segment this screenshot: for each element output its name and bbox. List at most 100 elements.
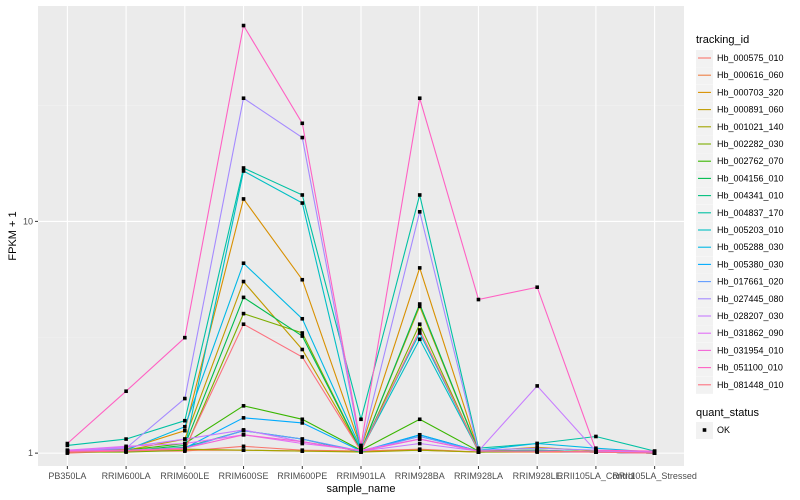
point-Hb_051100_010-RRII105LA_Control bbox=[594, 448, 598, 452]
legend-label: Hb_031954_010 bbox=[717, 345, 784, 355]
point-Hb_081448_010-RRIM928LE bbox=[535, 449, 539, 453]
point-Hb_051100_010-RRIM600SE bbox=[241, 23, 246, 28]
x-tick-label-9: RRII105LA_Control bbox=[557, 471, 635, 481]
point-Hb_004837_170-RRIM600LA bbox=[124, 437, 128, 441]
point-Hb_004837_170-RRIM600LE bbox=[183, 418, 187, 423]
point-Hb_000703_320-RRIM600SE bbox=[241, 197, 246, 201]
point-Hb_031862_090-RRIM600LA bbox=[124, 444, 128, 449]
point-Hb_027445_080-RRIM901LA bbox=[359, 446, 363, 451]
point-Hb_004156_010-RRIM928BA bbox=[417, 302, 422, 306]
point-Hb_028207_030-RRIM928BA bbox=[417, 441, 422, 446]
point-Hb_005288_030-RRII105LA_Control bbox=[594, 446, 598, 451]
point-Hb_081448_010-RRII105LA_Control bbox=[594, 450, 598, 454]
point-Hb_004837_170-RRIM600PE bbox=[300, 193, 305, 197]
point-Hb_002282_030-RRIM600SE bbox=[241, 311, 246, 316]
x-tick-label-8: RRIM928LE bbox=[513, 471, 562, 481]
x-tick-label-0: PB350LA bbox=[48, 471, 86, 481]
legend-label: Hb_004156_010 bbox=[717, 173, 784, 183]
legend-item-Hb_031862_090: Hb_031862_090 bbox=[696, 325, 784, 343]
point-Hb_051100_010-RRIM600PE bbox=[300, 121, 305, 126]
shape-legend-label: OK bbox=[717, 425, 730, 435]
x-tick-label-1: RRIM600LA bbox=[102, 471, 151, 481]
point-Hb_051100_010-RRIM928BA bbox=[417, 96, 422, 101]
legend-item-Hb_001021_140: Hb_001021_140 bbox=[696, 118, 784, 136]
point-Hb_051100_010-PB350LA bbox=[65, 441, 70, 446]
y-axis-title: FPKM + 1 bbox=[7, 211, 19, 260]
point-Hb_005288_030-RRIM928LE bbox=[535, 441, 539, 446]
legend-item-Hb_017661_020: Hb_017661_020 bbox=[696, 273, 784, 291]
point-Hb_005288_030-RRIM600SE bbox=[241, 261, 246, 266]
point-Hb_051100_010-RRIM600LA bbox=[124, 389, 128, 394]
point-Hb_081448_010-RRIM600SE bbox=[241, 322, 246, 327]
legend-item-Hb_028207_030: Hb_028207_030 bbox=[696, 308, 784, 325]
point-Hb_004837_170-RRIM901LA bbox=[359, 417, 363, 422]
legend-item-Hb_002282_030: Hb_002282_030 bbox=[696, 136, 784, 153]
y-tick-label-0: 1 bbox=[28, 448, 33, 458]
legend-item-Hb_005380_030: Hb_005380_030 bbox=[696, 256, 784, 274]
point-Hb_031954_010-RRIM600PE bbox=[300, 439, 305, 444]
legend-item-Hb_002762_070: Hb_002762_070 bbox=[696, 153, 784, 171]
point-Hb_005203_010-RRIM600PE bbox=[300, 201, 305, 205]
legend-item-Hb_051100_010: Hb_051100_010 bbox=[696, 359, 783, 377]
point-Hb_001021_140-RRIM600PE bbox=[300, 449, 305, 453]
legend-label: Hb_000575_010 bbox=[717, 53, 784, 63]
y-tick-label-1: 10 bbox=[23, 216, 33, 226]
point-Hb_028207_030-RRIM928LE bbox=[535, 384, 539, 388]
point-Hb_004837_170-RRIM928LA bbox=[476, 446, 481, 451]
legend-title: tracking_id bbox=[696, 34, 749, 46]
point-Hb_051100_010-RRIM928LE bbox=[535, 285, 539, 290]
point-Hb_004156_010-RRIM600LE bbox=[183, 443, 187, 448]
point-Hb_031862_090-RRIM600LE bbox=[183, 441, 187, 446]
point-Hb_081448_010-RRIM600LE bbox=[183, 447, 187, 451]
point-Hb_001021_140-RRIM600SE bbox=[241, 448, 246, 452]
legend-item-Hb_004341_010: Hb_004341_010 bbox=[696, 187, 784, 205]
point-Hb_005288_030-RRIM600PE bbox=[300, 316, 305, 321]
legend-label: Hb_000891_060 bbox=[717, 105, 784, 115]
point-Hb_017661_020-RRIM600PE bbox=[300, 437, 305, 441]
point-Hb_031954_010-RRIM928BA bbox=[417, 437, 422, 441]
point-Hb_000891_060-RRIM928BA bbox=[417, 304, 422, 309]
point-Hb_000575_010-RRIM600SE bbox=[241, 444, 246, 449]
point-Hb_051100_010-RRIM901LA bbox=[359, 443, 363, 448]
x-tick-label-5: RRIM901LA bbox=[336, 471, 385, 481]
point-Hb_027445_080-RRIM600PE bbox=[300, 135, 305, 140]
legend-label: Hb_002282_030 bbox=[717, 139, 784, 149]
point-Hb_027445_080-RRIM600SE bbox=[241, 96, 246, 101]
point-Hb_081448_010-RRIM901LA bbox=[359, 449, 363, 453]
legend-label: Hb_081448_010 bbox=[717, 380, 784, 390]
point-Hb_017661_020-RRIM928BA bbox=[417, 434, 422, 439]
point-Hb_081448_010-RRIM928LA bbox=[476, 449, 481, 453]
point-Hb_004837_170-RRIM928BA bbox=[417, 193, 422, 197]
point-Hb_005203_010-RRIM600SE bbox=[241, 169, 246, 173]
x-tick-label-7: RRIM928LA bbox=[454, 471, 503, 481]
legend-label: Hb_002762_070 bbox=[717, 156, 784, 166]
point-Hb_081448_010-RRIM600LA bbox=[124, 449, 128, 453]
point-Hb_004837_170-PB350LA bbox=[65, 443, 70, 448]
legend-label: Hb_028207_030 bbox=[717, 311, 784, 321]
x-tick-label-10: RRII105LA_Stressed bbox=[612, 471, 697, 481]
shape-legend-item-OK: OK bbox=[696, 422, 730, 439]
point-Hb_002762_070-RRIM600PE bbox=[300, 417, 305, 422]
point-Hb_005380_030-RRIM600SE bbox=[241, 416, 246, 420]
legend-label: Hb_027445_080 bbox=[717, 294, 784, 304]
point-Hb_005288_030-RRIM928BA bbox=[417, 331, 422, 335]
point-Hb_000703_320-RRIM600PE bbox=[300, 277, 305, 282]
legend-item-Hb_004837_170: Hb_004837_170 bbox=[696, 204, 784, 222]
point-Hb_081448_010-RRIM928BA bbox=[417, 328, 422, 332]
legend-label: Hb_004837_170 bbox=[717, 208, 784, 218]
point-Hb_028207_030-RRIM600LE bbox=[183, 437, 187, 441]
x-tick-label-3: RRIM600SE bbox=[219, 471, 269, 481]
point-Hb_005288_030-RRIM600LE bbox=[183, 424, 187, 429]
legend-item-Hb_005288_030: Hb_005288_030 bbox=[696, 239, 784, 257]
legend-item-Hb_005203_010: Hb_005203_010 bbox=[696, 222, 784, 239]
point-Hb_002762_070-RRIM928BA bbox=[417, 417, 422, 422]
legend-item-Hb_004156_010: Hb_004156_010 bbox=[696, 170, 784, 188]
y-axis: 1 10 bbox=[23, 216, 38, 458]
point-Hb_051100_010-RRIM600LE bbox=[183, 335, 187, 340]
point-Hb_027445_080-RRIM600LE bbox=[183, 396, 187, 401]
x-axis-title: sample_name bbox=[326, 483, 395, 495]
point-Hb_005203_010-RRIM928BA bbox=[417, 337, 422, 342]
legend-label: Hb_005203_010 bbox=[717, 225, 784, 235]
legend-label: Hb_001021_140 bbox=[717, 122, 784, 132]
